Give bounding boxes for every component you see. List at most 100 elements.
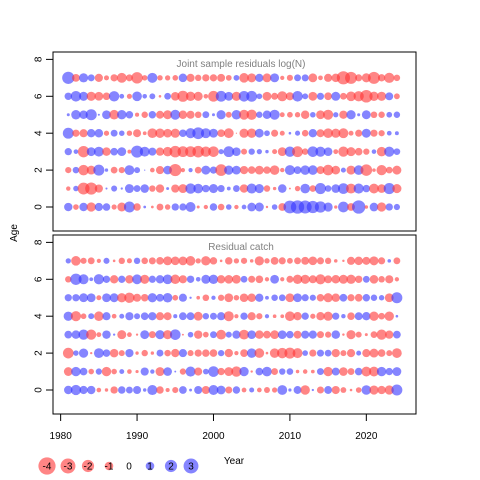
residual-bubble (102, 275, 111, 283)
residual-bubble (361, 366, 372, 377)
residual-bubble (147, 128, 158, 139)
residual-bubble (70, 91, 82, 102)
residual-bubble (88, 313, 95, 320)
residual-bubble (264, 387, 270, 393)
residual-bubble (102, 330, 111, 339)
residual-bubble (392, 348, 402, 358)
residual-bubble (232, 330, 241, 339)
residual-bubble (135, 333, 139, 336)
residual-bubble (155, 312, 165, 321)
residual-bubble (301, 129, 309, 137)
residual-bubble (315, 146, 326, 157)
residual-bubble (241, 204, 247, 210)
residual-bubble (324, 185, 332, 192)
residual-bubble (307, 146, 319, 157)
residual-bubble (170, 91, 180, 101)
residual-bubble (224, 165, 234, 175)
residual-bubble (293, 330, 302, 339)
residual-bubble (219, 259, 223, 263)
residual-bubble (209, 257, 218, 265)
residual-bubble (185, 202, 196, 212)
residual-bubble (86, 91, 96, 101)
residual-bubble (256, 387, 262, 393)
residual-bubble (370, 111, 378, 119)
residual-bubble (110, 74, 118, 82)
residual-bubble (324, 349, 332, 357)
residual-bubble (340, 387, 347, 393)
residual-bubble (369, 202, 379, 212)
residual-bubble (126, 130, 133, 136)
legend-bubble (104, 461, 114, 471)
residual-bubble (147, 384, 158, 396)
residual-bubble (80, 313, 87, 320)
residual-bubble (354, 367, 363, 376)
residual-bubble (86, 165, 96, 175)
residual-bubble (316, 312, 325, 321)
y-tick-label: 8 (34, 239, 45, 245)
residual-bubble (346, 110, 356, 120)
residual-bubble (73, 149, 79, 154)
residual-bubble (142, 388, 147, 392)
residual-bubble (256, 149, 262, 155)
x-axis: 1980 1990 2000 2010 2020 (50, 413, 378, 442)
residual-bubble (179, 312, 187, 321)
residual-bubble (111, 185, 118, 192)
residual-bubble (232, 274, 241, 284)
residual-bubble (226, 186, 231, 191)
residual-bubble (79, 367, 88, 376)
residual-bubble (194, 330, 203, 339)
residual-bubble (238, 90, 250, 102)
residual-bubble (263, 185, 271, 192)
residual-bubble (73, 350, 79, 356)
residual-bubble (224, 348, 233, 358)
residual-bubble (93, 146, 104, 157)
residual-bubble (117, 147, 127, 157)
residual-bubble (347, 256, 356, 265)
residual-bubble (279, 112, 285, 118)
residual-bubble (301, 74, 309, 82)
residual-bubble (300, 274, 310, 284)
residual-bubble (200, 146, 211, 157)
residual-bubble (277, 330, 287, 339)
residual-bubble (355, 387, 362, 393)
residual-bubble (120, 187, 123, 190)
residual-bubble (347, 312, 355, 321)
residual-bubble (331, 330, 341, 339)
residual-bubble (156, 203, 164, 211)
residual-bubble (163, 367, 172, 376)
residual-bubble (362, 275, 370, 283)
residual-bubble (308, 91, 318, 101)
residual-bubble (292, 274, 303, 284)
panel-1-title: Joint sample residuals log(N) (177, 59, 306, 70)
residual-bubble (295, 130, 301, 136)
residual-bubble (254, 128, 264, 138)
residual-bubble (331, 293, 340, 302)
residual-bubble (316, 166, 325, 175)
residual-bubble (262, 110, 272, 119)
residual-bubble (189, 296, 192, 299)
residual-bubble (124, 184, 134, 194)
residual-bubble (202, 312, 210, 320)
residual-bubble (217, 294, 225, 301)
residual-bubble (87, 129, 96, 138)
residual-bubble (376, 329, 387, 340)
residual-bubble (284, 347, 296, 359)
residual-bubble (271, 294, 278, 302)
residual-bubble (166, 187, 170, 191)
residual-bubble (185, 256, 196, 266)
residual-bubble (271, 368, 279, 375)
residual-bubble (193, 183, 204, 194)
residual-bubble (110, 129, 118, 137)
legend-bubble (183, 458, 199, 474)
residual-bubble (233, 258, 240, 264)
residual-bubble (279, 368, 286, 375)
residual-bubble (141, 111, 148, 118)
residual-bubble (323, 147, 333, 156)
residual-bubble (88, 368, 94, 375)
residual-bubble (103, 130, 110, 136)
residual-bubble (179, 386, 187, 394)
residual-bubble (338, 146, 349, 157)
residual-bubble (250, 370, 253, 373)
residual-bubble (133, 203, 141, 211)
residual-bubble (178, 275, 187, 284)
